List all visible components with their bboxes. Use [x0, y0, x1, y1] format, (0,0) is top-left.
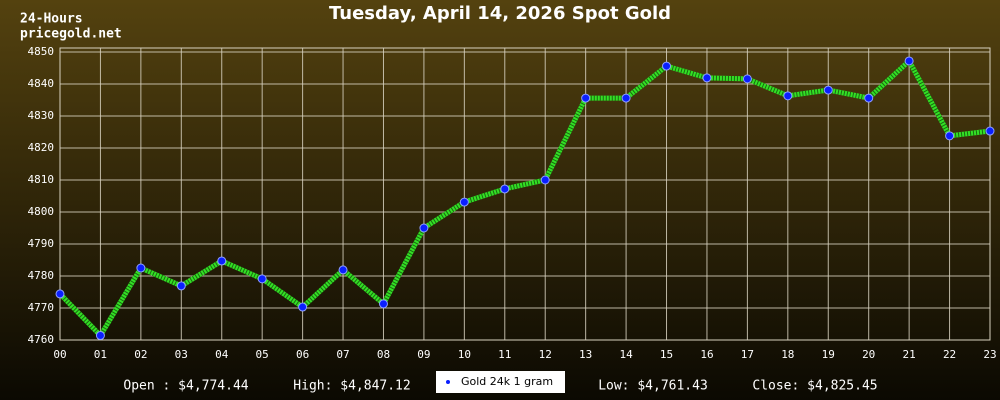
x-tick-label: 18: [781, 348, 794, 361]
x-tick-label: 12: [539, 348, 552, 361]
data-point: [945, 131, 955, 141]
x-tick-label: 09: [417, 348, 430, 361]
x-tick-label: 02: [134, 348, 147, 361]
x-tick-label: 16: [700, 348, 713, 361]
y-tick-label: 4800: [28, 205, 55, 218]
data-point: [540, 175, 550, 185]
data-point: [500, 184, 510, 194]
y-tick-label: 4780: [28, 269, 55, 282]
y-tick-label: 4850: [28, 45, 55, 58]
data-point: [742, 74, 752, 84]
data-point: [55, 289, 65, 299]
x-tick-label: 00: [53, 348, 66, 361]
x-tick-label: 08: [377, 348, 390, 361]
y-tick-label: 4830: [28, 109, 55, 122]
data-point: [662, 61, 672, 71]
legend-marker: [446, 380, 450, 384]
x-tick-label: 03: [175, 348, 188, 361]
x-tick-label: 10: [458, 348, 471, 361]
data-point: [783, 91, 793, 101]
y-tick-label: 4810: [28, 173, 55, 186]
data-point: [581, 93, 591, 103]
x-tick-label: 14: [619, 348, 633, 361]
stat-label: High: $4,847.12: [293, 379, 410, 394]
data-point: [338, 265, 348, 275]
data-point: [95, 331, 105, 341]
stat-label: Open : $4,774.44: [123, 379, 248, 394]
x-tick-label: 11: [498, 348, 511, 361]
data-point: [136, 263, 146, 273]
data-point: [864, 93, 874, 103]
x-tick-label: 04: [215, 348, 229, 361]
data-point: [621, 93, 631, 103]
data-point: [257, 274, 267, 284]
x-tick-label: 07: [336, 348, 349, 361]
x-tick-label: 20: [862, 348, 875, 361]
chart-title: Tuesday, April 14, 2026 Spot Gold: [329, 3, 671, 24]
data-point: [176, 281, 186, 291]
y-tick-label: 4820: [28, 141, 55, 154]
y-tick-label: 4770: [28, 301, 55, 314]
data-point: [985, 126, 995, 136]
data-point: [459, 197, 469, 207]
data-point: [298, 302, 308, 312]
x-tick-label: 22: [943, 348, 956, 361]
data-point: [378, 299, 388, 309]
series-line-hatch: [58, 56, 991, 340]
x-tick-label: 01: [94, 348, 107, 361]
data-point: [702, 73, 712, 83]
legend-box: [436, 371, 565, 393]
stat-label: Close: $4,825.45: [752, 379, 877, 394]
legend: Gold 24k 1 gram: [436, 371, 565, 393]
x-tick-label: 05: [256, 348, 269, 361]
x-tick-label: 23: [983, 348, 996, 361]
y-tick-label: 4760: [28, 333, 55, 346]
data-point: [419, 223, 429, 233]
data-point: [217, 256, 227, 266]
y-tick-label: 4840: [28, 77, 55, 90]
x-tick-label: 19: [822, 348, 835, 361]
legend-label: Gold 24k 1 gram: [461, 375, 553, 388]
x-tick-label: 15: [660, 348, 673, 361]
data-point: [904, 56, 914, 66]
x-tick-label: 21: [903, 348, 916, 361]
x-tick-label: 17: [741, 348, 754, 361]
x-tick-label: 13: [579, 348, 592, 361]
subtitle: 24-Hours: [20, 12, 83, 27]
y-tick-label: 4790: [28, 237, 55, 250]
subtitle: pricegold.net: [20, 27, 122, 42]
data-point: [823, 85, 833, 95]
stat-label: Low: $4,761.43: [598, 379, 708, 394]
x-tick-label: 06: [296, 348, 309, 361]
